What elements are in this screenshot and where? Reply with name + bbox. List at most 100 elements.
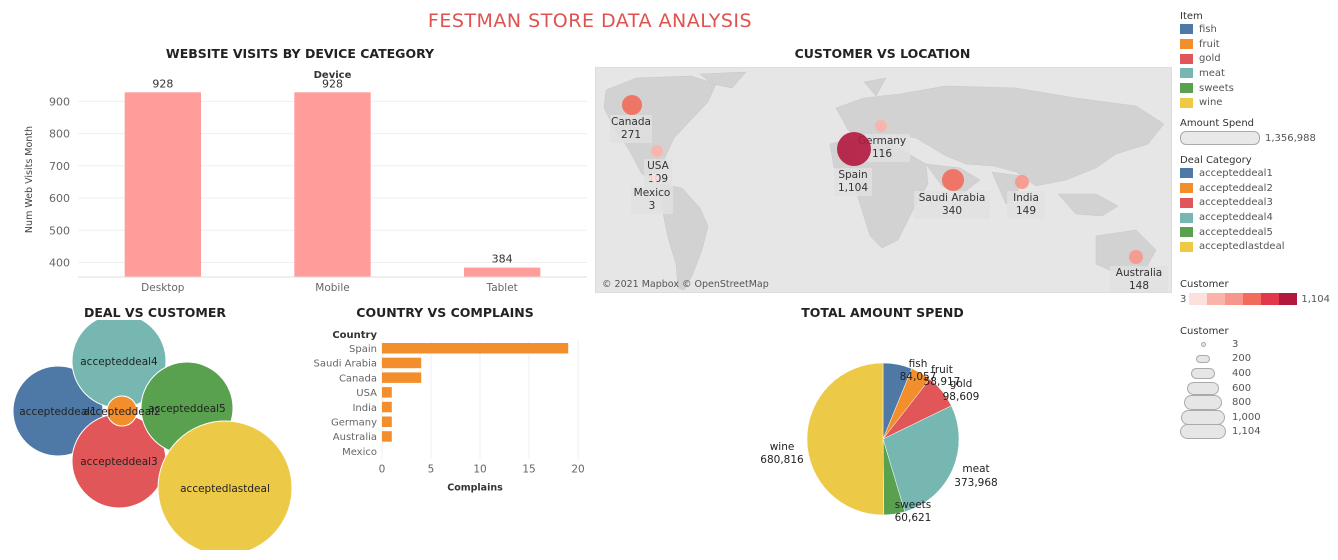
customer-color-legend: Customer 3 1,104 — [1180, 279, 1335, 305]
complain-bar — [382, 343, 569, 354]
dashboard-title: FESTMAN STORE DATA ANALYSIS — [427, 10, 753, 32]
legend-entry[interactable]: accepteddeal4 — [1180, 210, 1335, 225]
complain-y-tick: USA — [356, 388, 377, 399]
visits-y-label: Num Web Visits Month — [24, 126, 35, 233]
legend-label: fruit — [1199, 38, 1220, 50]
legend-entry[interactable]: fish — [1180, 22, 1335, 37]
spend-slice-value: 58,917 — [924, 376, 961, 388]
legend-swatch — [1180, 97, 1193, 108]
deal-bubble-label: acceptedlastdeal — [180, 483, 270, 495]
legend-entry[interactable]: gold — [1180, 51, 1335, 66]
customer-size-value: 800 — [1232, 397, 1252, 409]
map-point-marker[interactable] — [1129, 250, 1143, 264]
customer-size-value: 400 — [1232, 367, 1252, 379]
customer-size-entry: 200 — [1180, 352, 1335, 367]
customer-size-value: 3 — [1232, 338, 1239, 350]
spend-slice-name: meat — [962, 463, 989, 475]
map-point-name: Mexico — [633, 187, 671, 199]
deal-bubble — [157, 420, 293, 550]
legend-swatch — [1180, 53, 1193, 64]
complain-chart-title: COUNTRY VS COMPLAINS — [356, 305, 534, 320]
legend-entry[interactable]: meat — [1180, 66, 1335, 81]
legend-swatch — [1180, 212, 1193, 223]
map-point-marker[interactable] — [651, 145, 663, 157]
map-point-value: 1,104 — [837, 182, 869, 194]
map-point-label: India 149 — [1007, 191, 1045, 219]
complain-y-tick: Saudi Arabia — [314, 359, 377, 370]
legend-label: acceptedlastdeal — [1199, 241, 1285, 253]
spend-slice-name: fruit — [931, 364, 953, 376]
customer-size-shape — [1191, 368, 1215, 379]
complain-x-tick: 20 — [571, 464, 584, 476]
visits-chart-title: WEBSITE VISITS BY DEVICE CATEGORY — [165, 46, 435, 61]
visits-bar-label: 928 — [152, 77, 173, 90]
map-point-name: Spain — [838, 169, 868, 181]
customer-color-step — [1279, 293, 1298, 305]
spend-slice-value: 84,057 — [900, 371, 937, 383]
legend-swatch — [1180, 39, 1193, 50]
complain-bar-chart: Country 0 5 10 15 20 Spain Saudi Arabia Canada US… — [314, 330, 585, 494]
customer-size-shape — [1200, 341, 1206, 347]
legend-entry[interactable]: fruit — [1180, 37, 1335, 52]
visits-y-tick: 700 — [49, 160, 70, 173]
customer-size-entries: 3 200 400 600 800 1,000 1,104 — [1180, 337, 1335, 440]
deal-bubble-label: accepteddeal1 — [19, 406, 97, 418]
spend-slice-name: wine — [770, 441, 795, 453]
legend-entry[interactable]: acceptedlastdeal — [1180, 240, 1335, 255]
legend-swatch — [1180, 68, 1193, 79]
customer-size-shape — [1180, 424, 1226, 440]
customer-size-value: 200 — [1232, 353, 1252, 365]
visits-bar-label: 928 — [322, 77, 343, 90]
spend-slice-value: 373,968 — [954, 477, 997, 489]
map-point-label: Australia 148 — [1110, 266, 1168, 292]
map-point-value: 271 — [620, 129, 642, 141]
customer-size-shape — [1181, 409, 1225, 425]
deal-legend: accepteddeal1 accepteddeal2 accepteddeal3 a… — [1180, 166, 1335, 254]
visits-x-tick: Tablet — [486, 282, 518, 294]
customer-size-entry: 1,000 — [1180, 409, 1335, 425]
map-point-marker[interactable] — [837, 132, 871, 166]
world-landmass — [603, 71, 1165, 291]
map-point-marker[interactable] — [650, 174, 658, 182]
legend-entry[interactable]: sweets — [1180, 81, 1335, 96]
legend-swatch — [1180, 197, 1193, 208]
complain-x-label: Complains — [447, 483, 503, 494]
visits-x-tick: Mobile — [315, 282, 349, 294]
amount-legend-value: 1,356,988 — [1265, 132, 1316, 144]
map-point-marker[interactable] — [1015, 175, 1029, 189]
map-point-value: 148 — [1128, 280, 1150, 292]
complain-country-header: Country — [332, 330, 377, 341]
amount-legend: 1,356,988 — [1180, 131, 1335, 146]
complain-x-tick: 15 — [522, 464, 535, 476]
customer-color-step — [1243, 293, 1262, 305]
spend-slice-value: 680,816 — [760, 454, 804, 466]
location-map[interactable]: Canada 271 USA 109 Mexico 3 Germany 116 Spain 1,1… — [595, 67, 1172, 293]
item-legend: fish fruit gold meat sweets wine — [1180, 22, 1335, 110]
complain-bar — [382, 401, 392, 413]
visits-y-tick: 600 — [49, 192, 70, 205]
legend-swatch — [1180, 168, 1193, 179]
map-point-marker[interactable] — [622, 95, 642, 115]
map-point-marker[interactable] — [875, 120, 887, 132]
legend-label: accepteddeal5 — [1199, 226, 1273, 238]
spend-slice-value: 60,621 — [895, 512, 932, 524]
visits-y-tick: 400 — [49, 256, 70, 269]
map-point-label: Canada 271 — [610, 115, 652, 143]
legend-entry[interactable]: accepteddeal2 — [1180, 181, 1335, 196]
customer-color-max: 1,104 — [1301, 293, 1331, 305]
complain-y-tick: Germany — [331, 418, 377, 429]
customer-color-step — [1207, 293, 1226, 305]
legend-entry[interactable]: accepteddeal1 — [1180, 166, 1335, 181]
complain-y-tick: Mexico — [342, 447, 377, 458]
map-point-value: 116 — [871, 148, 893, 160]
legend-entry[interactable]: accepteddeal5 — [1180, 225, 1335, 240]
map-point-marker[interactable] — [942, 169, 964, 191]
deal-bubble-label: accepteddeal3 — [80, 456, 158, 468]
customer-size-value: 1,000 — [1232, 411, 1261, 423]
deal-bubble-chart: accepteddeal1 accepteddeal4 accepteddeal3 a… — [12, 320, 293, 550]
legend-entry[interactable]: accepteddeal3 — [1180, 196, 1335, 211]
legend-swatch — [1180, 227, 1193, 238]
complain-x-tick: 10 — [473, 464, 486, 476]
legend-entry[interactable]: wine — [1180, 95, 1335, 110]
customer-size-legend-title: Customer — [1180, 326, 1229, 337]
